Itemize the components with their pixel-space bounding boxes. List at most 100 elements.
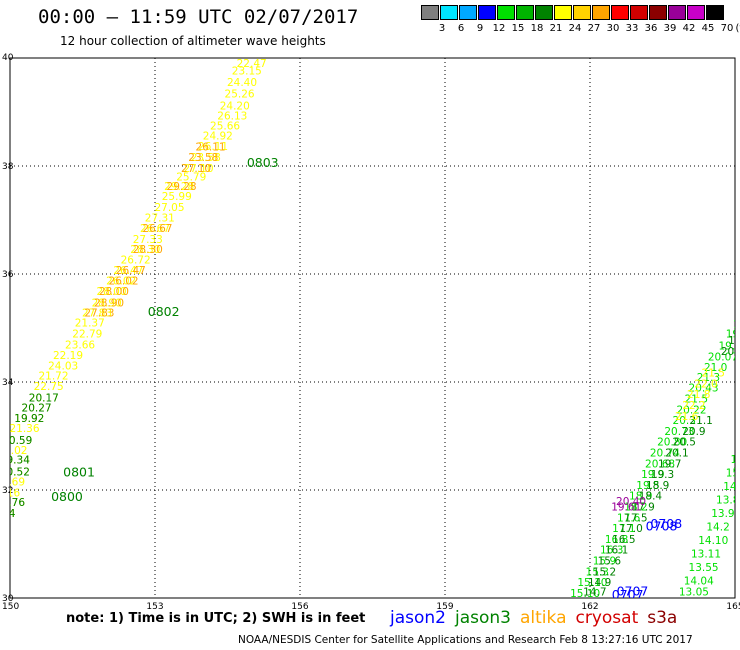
legend-label: 36 bbox=[644, 23, 658, 34]
legend-swatch bbox=[573, 5, 591, 20]
wave-height-value: 14.2 bbox=[706, 522, 729, 534]
satellite-s3a: s3a bbox=[647, 608, 678, 628]
wave-height-value: 16.5 bbox=[612, 534, 635, 546]
wave-height-value: 19.34 bbox=[0, 455, 30, 467]
wave-height-value: 21.36 bbox=[9, 423, 39, 435]
wave-height-value: 21.3 bbox=[697, 372, 720, 384]
wave-height-value: 19.2 bbox=[733, 319, 740, 331]
time-tag: 0708 bbox=[650, 516, 682, 531]
wave-height-value: 18.94 bbox=[0, 508, 16, 520]
wave-height-value: 14.7 bbox=[583, 586, 606, 598]
legend-swatch bbox=[459, 5, 477, 20]
wave-height-value: 28.90 bbox=[92, 297, 122, 309]
wave-height-value: 21.6 bbox=[675, 411, 699, 423]
wave-height-value: 23.15 bbox=[232, 66, 262, 78]
wave-height-value: 26.47 bbox=[116, 265, 146, 277]
time-tag: 0707 bbox=[617, 583, 649, 598]
wave-height-value: 19.9 bbox=[641, 469, 664, 481]
wave-height-value: 25.99 bbox=[162, 191, 192, 203]
satellite-jason2: jason2 bbox=[390, 608, 446, 628]
legend-swatch bbox=[611, 5, 629, 20]
wave-height-value: 19.34 bbox=[0, 455, 30, 467]
wave-height-value: 21.16 bbox=[0, 487, 21, 499]
wave-height-value: 19.6 bbox=[728, 335, 740, 347]
wave-height-value: 14.10 bbox=[698, 535, 728, 547]
wave-height-value: 17.0 bbox=[619, 523, 642, 535]
legend-swatch bbox=[440, 5, 458, 20]
legend-swatch bbox=[497, 5, 515, 20]
legend-label: 39 bbox=[663, 23, 677, 34]
wave-height-value: 19.7 bbox=[658, 458, 681, 470]
wave-height-value: 24.03 bbox=[48, 361, 78, 373]
wave-height-value: 18.9 bbox=[646, 480, 669, 492]
legend-swatch bbox=[630, 5, 648, 20]
legend-label: 21 bbox=[549, 23, 563, 34]
wave-height-value: 25.26 bbox=[225, 88, 255, 100]
wave-height-value: 20.52 bbox=[0, 466, 30, 478]
satellite-cryosat: cryosat bbox=[575, 608, 639, 628]
wave-height-value: 14.6 bbox=[723, 481, 740, 493]
wave-height-value: 19.7 bbox=[718, 341, 740, 353]
wave-height-value: 26.72 bbox=[121, 255, 151, 267]
wave-height-value: 16.3 bbox=[600, 545, 623, 557]
wave-height-value: 26.02 bbox=[109, 275, 139, 287]
time-tag: 07 bbox=[735, 365, 740, 380]
wave-height-value: 20.27 bbox=[22, 403, 52, 415]
wave-height-value: 20.59 bbox=[2, 435, 32, 447]
wave-height-value: 22.47 bbox=[237, 58, 267, 70]
satellite-altika: altika bbox=[520, 608, 567, 628]
wave-height-value: 18.76 bbox=[0, 497, 25, 509]
wave-height-value: 13.8 bbox=[716, 495, 739, 507]
wave-height-value: 27.83 bbox=[82, 308, 112, 320]
wave-height-value: 22.19 bbox=[53, 350, 83, 362]
wave-height-value: 27.10 bbox=[183, 163, 213, 175]
legend-unit: (ft) bbox=[735, 23, 740, 34]
map-subtitle: 12 hour collection of altimeter wave hei… bbox=[60, 34, 326, 48]
lon-tick-label: 153 bbox=[146, 602, 163, 612]
wave-height-value: 18.76 bbox=[0, 497, 25, 509]
wave-height-value: 26.13 bbox=[217, 111, 247, 123]
lat-tick-label: 30 bbox=[2, 594, 14, 604]
time-tag: 07 bbox=[735, 370, 740, 385]
legend-label: 24 bbox=[568, 23, 582, 34]
legend-swatch bbox=[535, 5, 553, 20]
legend-label: 6 bbox=[457, 23, 465, 34]
wave-height-value: 27.33 bbox=[133, 234, 163, 246]
wave-height-value: 26.11 bbox=[196, 141, 226, 153]
satellite-jason3: jason3 bbox=[455, 608, 511, 628]
lon-tick-label: 156 bbox=[291, 602, 308, 612]
wave-height-value: 20.40 bbox=[616, 496, 646, 508]
legend-swatch bbox=[649, 5, 667, 20]
wave-height-value: 19.3 bbox=[651, 469, 674, 481]
wave-height-value: 20.73 bbox=[664, 426, 694, 438]
wave-height-value: 20.17 bbox=[29, 392, 59, 404]
legend-swatch bbox=[554, 5, 572, 20]
wave-height-value: 29.28 bbox=[167, 181, 197, 193]
wave-height-value: 28.30 bbox=[130, 244, 160, 256]
wave-height-value: 21.0 bbox=[704, 362, 727, 374]
wave-height-value: 27.10 bbox=[181, 163, 211, 175]
wave-height-value: 29.28 bbox=[164, 181, 194, 193]
footer-credit: NOAA/NESDIS Center for Satellite Applica… bbox=[238, 634, 693, 646]
wave-height-value: 21.1 bbox=[689, 415, 712, 427]
legend-swatch bbox=[592, 5, 610, 20]
wave-height-value: 21.02 bbox=[0, 445, 27, 457]
lat-tick-label: 36 bbox=[2, 270, 14, 280]
wave-height-value: 24.20 bbox=[220, 100, 250, 112]
wave-height-value: 19.4 bbox=[735, 324, 740, 336]
map-title: 00:00 – 11:59 UTC 02/07/2017 bbox=[38, 6, 359, 28]
wave-height-value: 23.58 bbox=[191, 152, 221, 164]
wave-height-value: 14.9 bbox=[588, 577, 611, 589]
legend-label: 70 bbox=[720, 23, 734, 34]
wave-height-value: 13.55 bbox=[689, 562, 719, 574]
wave-height-value: 23.58 bbox=[188, 152, 218, 164]
wave-height-value: 25.79 bbox=[176, 172, 206, 184]
wave-height-value: 20.1 bbox=[665, 448, 688, 460]
wave-height-value: 28.30 bbox=[133, 244, 163, 256]
wave-height-value: 18.9 bbox=[629, 491, 652, 503]
track-layer: 22.4723.1524.4025.2624.2026.1325.6624.92… bbox=[0, 58, 740, 598]
wave-height-value: 21.69 bbox=[0, 477, 25, 489]
wave-height-value: 27.31 bbox=[145, 213, 175, 225]
legend-label: 9 bbox=[476, 23, 484, 34]
